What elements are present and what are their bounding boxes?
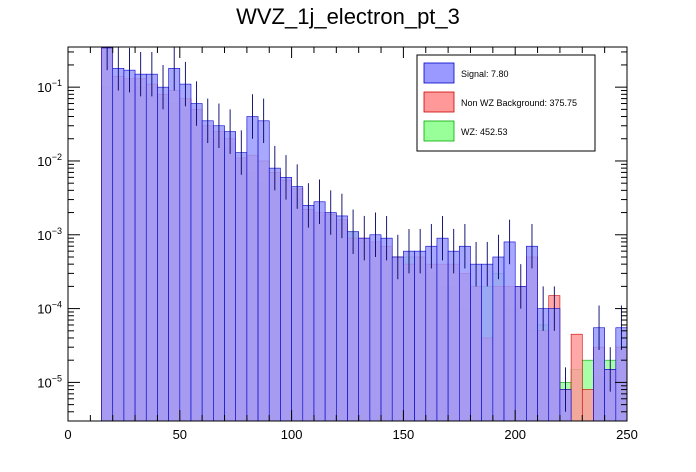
bar-0-28	[380, 237, 393, 421]
plot-frame	[67, 46, 628, 422]
bar-0-9	[168, 68, 181, 421]
bar-0-15	[235, 152, 248, 421]
bar-0-36	[470, 263, 482, 421]
bar-0-4	[112, 68, 125, 421]
bar-0-24	[336, 215, 348, 421]
bar-0-11	[190, 103, 203, 421]
bar-0-39	[503, 241, 516, 421]
bar-0-26	[358, 237, 371, 421]
bar-0-7	[145, 73, 158, 421]
bar-0-5	[123, 69, 136, 421]
legend-swatch-0	[423, 62, 455, 84]
bar-0-50	[626, 315, 627, 421]
y-tick-label: 10−1	[37, 78, 62, 95]
x-tick-label: 100	[281, 427, 303, 442]
bar-0-8	[157, 86, 169, 421]
y-tick-label: 10−2	[37, 152, 62, 169]
bar-0-23	[324, 212, 337, 421]
bar-0-3	[101, 47, 114, 421]
bar-0-19	[280, 177, 292, 421]
x-tick-label: 150	[393, 427, 415, 442]
bar-0-14	[224, 131, 237, 421]
y-tick-label: 10−4	[37, 300, 62, 317]
error-bars-0	[106, 47, 622, 412]
bar-0-22	[313, 201, 326, 421]
bar-0-12	[201, 120, 214, 421]
bar-0-37	[481, 263, 494, 421]
legend-swatch-2	[423, 120, 455, 142]
chart-title: WVZ_1j_electron_pt_3	[236, 4, 460, 29]
x-tick-label: 0	[64, 427, 71, 442]
x-tick-label: 250	[616, 427, 638, 442]
bar-0-30	[403, 250, 415, 421]
bar-0-25	[347, 231, 359, 421]
bar-2-50	[626, 359, 627, 421]
bar-0-33	[436, 237, 449, 421]
histogram-bars	[101, 47, 627, 421]
legend-label-0: Signal: 7.80	[461, 69, 509, 79]
bar-0-32	[425, 245, 438, 421]
bar-0-21	[302, 205, 315, 421]
bar-1-50	[626, 333, 627, 421]
bar-0-16	[246, 116, 259, 421]
legend-label-2: WZ: 452.53	[461, 127, 508, 137]
bar-0-13	[213, 125, 225, 421]
bar-0-34	[447, 250, 460, 421]
bar-0-18	[268, 167, 281, 421]
legend-label-1: Non WZ Background: 375.75	[461, 98, 577, 108]
bar-0-31	[414, 250, 427, 421]
bar-0-10	[179, 83, 192, 421]
bar-0-38	[492, 256, 505, 421]
bar-0-35	[458, 245, 471, 421]
bar-0-17	[257, 120, 270, 421]
bar-0-41	[526, 245, 538, 421]
legend: Signal: 7.80 Non WZ Background: 375.75 WZ:…	[416, 54, 596, 152]
bar-0-20	[291, 186, 304, 421]
bar-0-6	[134, 73, 147, 421]
x-tick-label: 200	[504, 427, 526, 442]
y-tick-label: 10−3	[37, 226, 62, 243]
bar-0-29	[391, 256, 404, 421]
bar-1-45	[570, 333, 583, 421]
y-tick-label: 10−5	[37, 373, 62, 390]
bar-0-27	[369, 234, 382, 421]
x-tick-label: 50	[173, 427, 187, 442]
legend-swatch-1	[423, 91, 455, 113]
axes: 0 50 100 150 200 250 10−1 10−2 10−3 10−4 10−5	[37, 46, 638, 442]
bar-1-46	[581, 389, 594, 421]
